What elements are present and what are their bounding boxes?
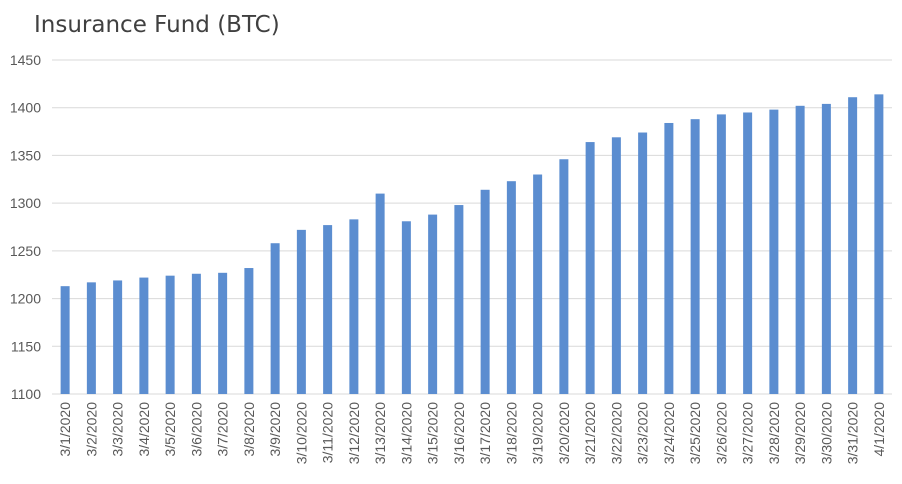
x-tick-label: 3/12/2020 — [346, 402, 362, 464]
bar — [533, 174, 543, 394]
y-tick-label: 1300 — [10, 195, 41, 211]
bar — [821, 103, 831, 394]
x-tick-label: 3/1/2020 — [57, 402, 73, 457]
x-tick-label: 4/1/2020 — [871, 402, 887, 457]
bar — [60, 286, 70, 394]
bar — [454, 205, 464, 394]
x-tick-label: 3/24/2020 — [661, 402, 677, 464]
bar — [506, 181, 516, 394]
x-tick-label: 3/31/2020 — [845, 402, 861, 464]
bar — [165, 275, 175, 394]
x-tick-label: 3/22/2020 — [608, 402, 624, 464]
bar — [244, 268, 254, 394]
bar — [559, 159, 569, 394]
x-tick-label: 3/17/2020 — [477, 402, 493, 464]
bar — [874, 94, 884, 395]
y-axis-ticks: 1100 1150 1200 1250 1300 1350 1400 1450 — [10, 52, 41, 402]
bar — [218, 272, 228, 394]
x-tick-label: 3/4/2020 — [136, 402, 152, 457]
y-tick-label: 1200 — [10, 291, 41, 307]
y-tick-label: 1350 — [10, 147, 41, 163]
y-tick-label: 1400 — [10, 100, 41, 116]
x-tick-label: 3/15/2020 — [425, 402, 441, 464]
x-tick-label: 3/11/2020 — [320, 402, 336, 463]
y-tick-label: 1450 — [10, 52, 41, 68]
chart-title: Insurance Fund (BTC) — [34, 12, 280, 38]
bar — [86, 282, 96, 394]
x-tick-label: 3/21/2020 — [582, 402, 598, 464]
x-tick-label: 3/6/2020 — [188, 402, 204, 457]
x-tick-label: 3/5/2020 — [162, 402, 178, 457]
bar — [139, 277, 149, 394]
x-tick-label: 3/30/2020 — [818, 402, 834, 464]
bar — [270, 243, 280, 394]
bar — [611, 137, 621, 394]
bar — [428, 214, 438, 394]
bar — [743, 112, 753, 394]
bar — [769, 109, 779, 394]
bar — [349, 219, 359, 394]
gridlines — [52, 59, 892, 395]
x-axis-ticks: 3/1/2020 3/2/2020 3/3/2020 3/4/2020 3/5/2020… — [57, 402, 887, 465]
bar — [795, 105, 805, 394]
bars — [60, 94, 884, 395]
bar — [401, 221, 411, 394]
bar — [638, 132, 648, 395]
x-tick-label: 3/18/2020 — [503, 402, 519, 464]
bar — [690, 119, 700, 394]
x-tick-label: 3/8/2020 — [241, 402, 257, 457]
x-tick-label: 3/2/2020 — [83, 402, 99, 457]
bar — [375, 193, 385, 394]
x-tick-label: 3/9/2020 — [267, 402, 283, 457]
x-tick-label: 3/25/2020 — [687, 402, 703, 464]
x-tick-label: 3/14/2020 — [398, 402, 414, 464]
bar — [848, 97, 858, 395]
bar — [716, 114, 726, 394]
x-tick-label: 3/23/2020 — [635, 402, 651, 464]
x-tick-label: 3/13/2020 — [372, 402, 388, 464]
bar — [323, 225, 333, 394]
bar — [296, 229, 306, 394]
x-tick-label: 3/20/2020 — [556, 402, 572, 464]
x-tick-label: 3/19/2020 — [530, 402, 546, 464]
x-tick-label: 3/16/2020 — [451, 402, 467, 464]
x-tick-label: 3/7/2020 — [215, 402, 231, 457]
y-tick-label: 1150 — [11, 338, 41, 354]
bar — [585, 142, 595, 394]
bar — [113, 280, 123, 394]
x-tick-label: 3/27/2020 — [740, 402, 756, 464]
x-tick-label: 3/10/2020 — [293, 402, 309, 464]
bar — [191, 273, 201, 394]
x-tick-label: 3/26/2020 — [713, 402, 729, 464]
y-tick-label: 1250 — [10, 243, 41, 259]
y-tick-label: 1100 — [11, 386, 41, 402]
x-tick-label: 3/3/2020 — [110, 402, 126, 457]
x-tick-label: 3/28/2020 — [766, 402, 782, 464]
bar — [480, 189, 490, 394]
bar — [664, 122, 674, 395]
x-tick-label: 3/29/2020 — [792, 402, 808, 464]
